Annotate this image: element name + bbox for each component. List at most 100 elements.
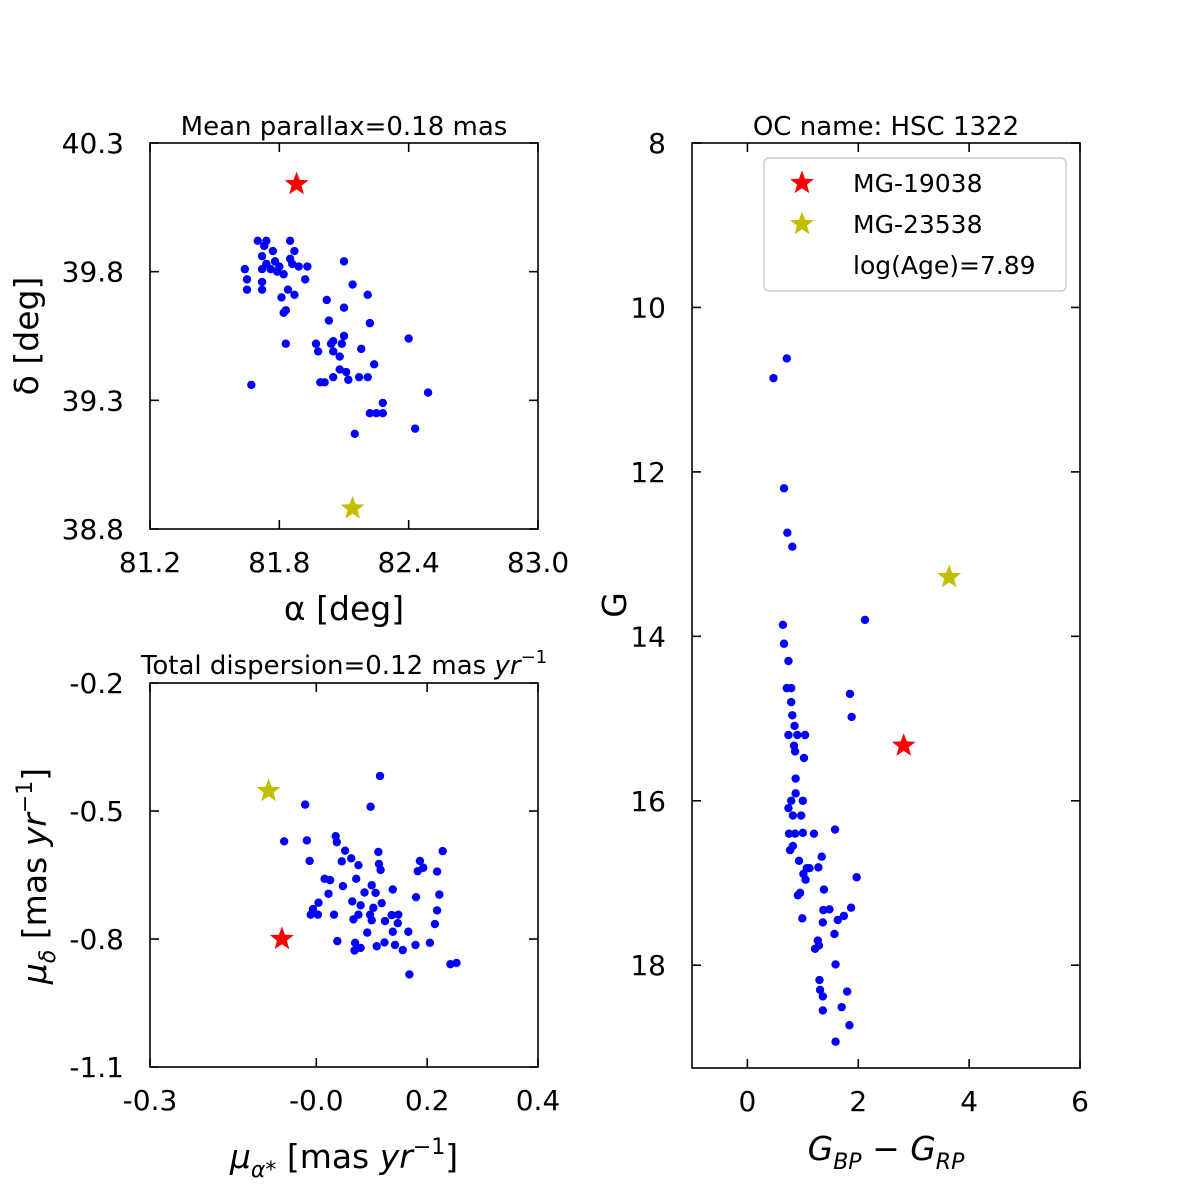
proper-motion-member-point [356,943,365,953]
proper-motion-member-point [354,860,363,870]
proper-motion-member-point [324,889,333,898]
proper-motion-member-point [372,942,381,951]
cmd-member-point [793,891,803,900]
cmd-member-point [798,828,808,838]
sky-member-point [322,295,331,305]
proper-motion-member-point [302,836,312,845]
cmd-member-point [779,484,789,493]
sky-member-point [363,372,372,382]
cmd-xlabel-bp: BP [833,1150,862,1175]
sky-member-point [301,275,310,284]
sky-member-point [335,352,344,361]
proper-motion-member-point [367,916,376,925]
sky-member-point [344,375,353,384]
cmd-ytick-label: 8 [648,127,666,160]
proper-motion-member-point [351,874,361,884]
sky-member-point [329,372,338,382]
cmd-member-point [796,811,806,820]
proper-motion-member-point [369,903,378,913]
cmd-xlabel: GBP − GRP [808,1129,965,1175]
sky-member-point [372,409,381,418]
legend-box [763,157,1067,292]
proper-motion-member-point [430,919,440,929]
proper-motion-member-point [393,919,402,928]
cmd-member-point [784,656,793,666]
sky-member-point [242,285,252,294]
proper-motion-member-point [279,837,289,846]
proper-motion-member-point [349,915,358,924]
proper-motion-member-point [356,901,365,910]
sky-xtick-label: 81.8 [248,546,310,579]
cmd-member-point [845,1021,854,1030]
cmd-member-point [769,373,778,383]
sky-member-point [311,339,321,348]
proper-motion-member-point [366,802,375,811]
proper-motion-ytick-label: -0.2 [69,667,124,700]
cmd-member-point [782,354,791,363]
legend: MG-19038 MG-23538 log(Age)=7.89 [763,157,1067,292]
sky-member-point [294,262,303,271]
sky-member-point [242,275,252,284]
cmd-member-point [843,987,852,996]
proper-motion-ytick-label: -0.8 [69,923,124,956]
cmd-title: OC name: HSC 1322 [753,112,1019,142]
cmd-frame [691,142,1081,1069]
sky-title: Mean parallax=0.18 mas [181,112,508,142]
sky-member-point [357,344,366,354]
cmd-member-point [791,789,800,798]
sky-member-point [369,360,379,369]
proper-motion-member-point [432,906,442,915]
pm-title: Total dispersion=0.12 mas yr−1 [140,647,547,681]
pm-title-unit: yr [494,651,523,681]
sky-member-point [266,264,275,274]
proper-motion-member-point [425,938,435,948]
sky-ytick-label: 39.3 [62,384,124,417]
cmd-member-point [779,639,789,648]
pm-xlabel-unit: [mas [276,1137,379,1176]
sky-star-MG-19038 [284,171,309,195]
proper-motion-ytick-label: -0.5 [69,795,124,828]
proper-motion-member-point [376,865,385,875]
proper-motion-member-point [314,898,323,907]
sky-star-MG-23538 [340,495,365,519]
proper-motion-xtick-label: 0.4 [516,1084,561,1117]
proper-motion-member-point [388,885,397,894]
proper-motion-member-point [306,910,315,919]
cmd-ytick-label: 12 [630,456,666,489]
proper-motion-star-MG-23538 [256,778,281,802]
cmd-xlabel-rp: RP [936,1150,965,1175]
cmd-ytick-label: 18 [630,949,666,982]
cmd-ytick-label: 14 [630,620,666,653]
sky-member-point [262,236,271,245]
proper-motion-xtick-label: -0.0 [289,1084,344,1117]
pm-ylabel: μδ [mas yr−1] [13,768,61,985]
pm-xlabel-yr: yr [379,1137,416,1176]
sky-member-point [337,339,347,348]
proper-motion-member-point [360,888,369,897]
cmd-member-point [798,914,807,923]
sky-member-point [329,347,338,356]
proper-motion-xtick-label: -0.3 [123,1084,178,1117]
cmd-member-point [788,711,797,720]
cmd-member-point [852,873,861,882]
sky-xtick-label: 82.4 [377,546,439,579]
sky-member-point [339,331,349,341]
sky-member-point [247,380,256,390]
cmd-member-point [794,856,804,865]
sky-member-point [354,372,364,382]
proper-motion-member-point [337,857,346,866]
proper-motion-member-point [348,897,357,906]
sky-member-point [339,257,349,266]
cmd-member-point [839,911,849,921]
sky-frame [149,142,539,530]
sky-member-point [363,290,372,300]
legend-label: MG-19038 [853,169,983,198]
cmd-member-point [784,730,793,740]
proper-motion-member-point [325,875,335,885]
cmd-member-point [818,1006,828,1015]
pm-title-exp: −1 [521,647,548,668]
proper-motion-member-point [387,910,396,920]
cmd-member-point [799,753,809,763]
cmd-member-point [819,885,829,894]
